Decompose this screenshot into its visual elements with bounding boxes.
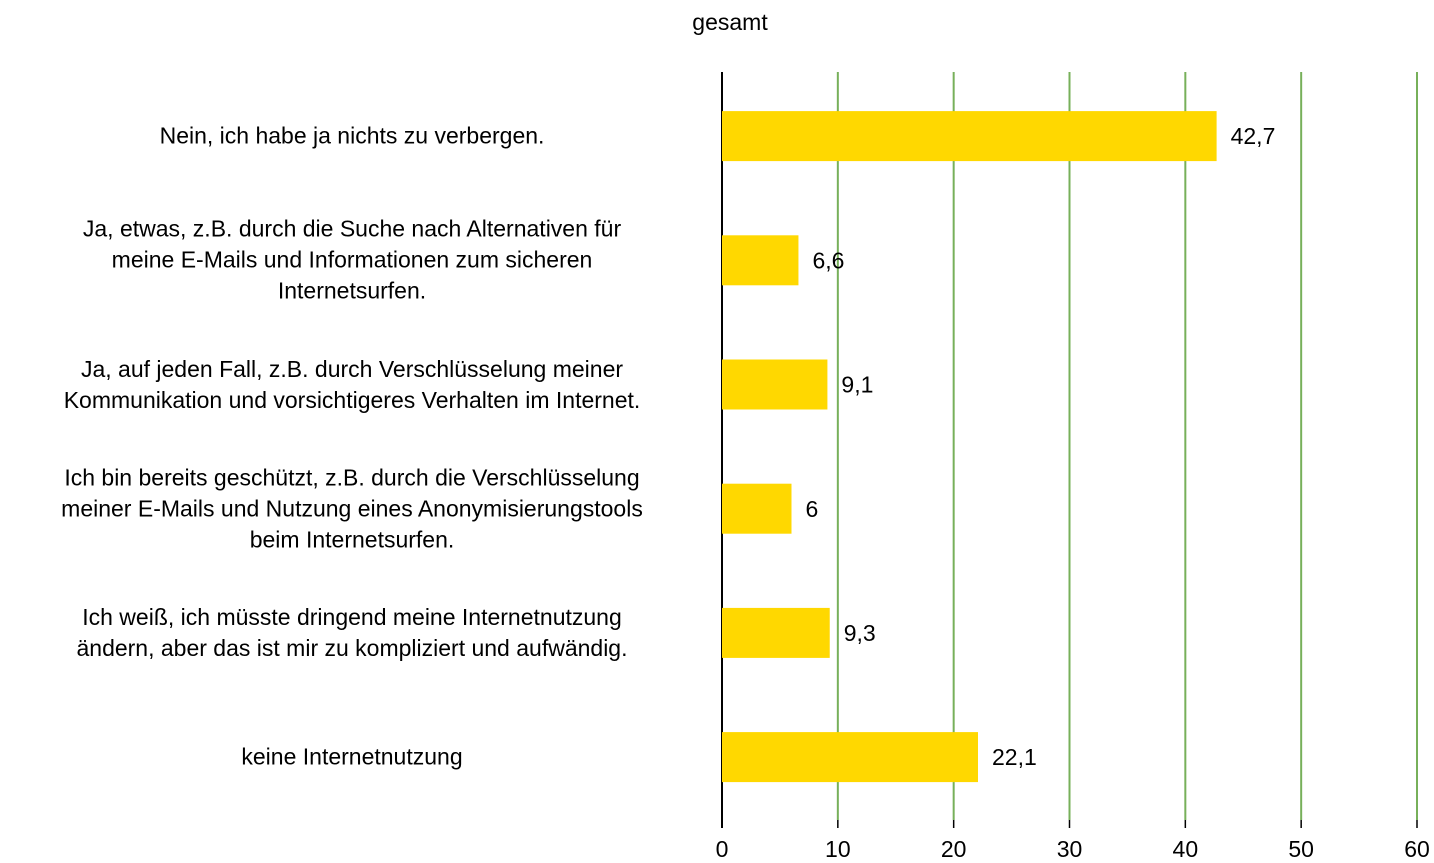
x-tick-label: 10 (825, 836, 851, 862)
category-label: Nein, ich habe ja nichts zu verbergen. (159, 122, 545, 149)
bar (722, 235, 799, 286)
x-tick-label: 0 (716, 836, 729, 862)
category-label: Ja, etwas, z.B. durch die Suche nach Alt… (82, 215, 622, 304)
bar (722, 359, 828, 410)
value-label: 22,1 (992, 744, 1037, 770)
value-label: 42,7 (1231, 123, 1276, 149)
x-tick-label: 60 (1404, 836, 1430, 862)
value-label: 9,3 (844, 620, 876, 646)
bar (722, 483, 792, 534)
x-tick-label: 30 (1057, 836, 1083, 862)
x-tick-label: 40 (1173, 836, 1199, 862)
value-label: 9,1 (841, 372, 873, 398)
value-label: 6 (806, 496, 819, 522)
category-label: Ich weiß, ich müsste dringend meine Inte… (76, 603, 628, 661)
value-label: 6,6 (812, 247, 844, 273)
category-label: Ich bin bereits geschützt, z.B. durch di… (61, 464, 643, 553)
x-tick-label: 20 (941, 836, 967, 862)
category-label: keine Internetnutzung (241, 743, 463, 770)
category-label: Ja, auf jeden Fall, z.B. durch Verschlüs… (63, 355, 641, 413)
bar (722, 732, 978, 783)
bar (722, 607, 830, 658)
chart-title: gesamt (692, 9, 768, 35)
bar (722, 111, 1217, 162)
x-tick-label: 50 (1288, 836, 1314, 862)
